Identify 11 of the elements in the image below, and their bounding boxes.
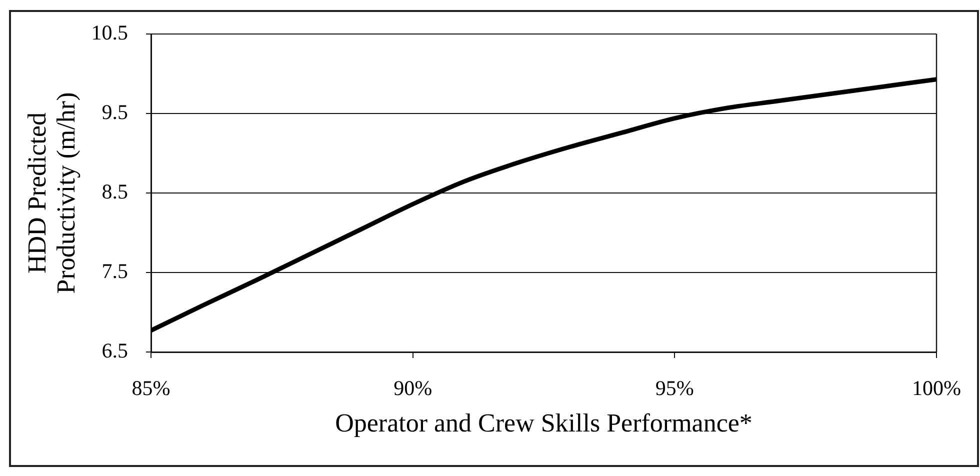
y-tick-label: 9.5 <box>102 100 128 124</box>
y-tick-label: 8.5 <box>102 180 128 204</box>
x-tick-label: 95% <box>655 376 694 400</box>
y-tick-label: 6.5 <box>102 338 128 363</box>
x-tick-label: 90% <box>394 376 432 400</box>
x-tick-label: 85% <box>132 376 170 400</box>
y-axis-title: HDD Predicted Productivity (m/hr) <box>22 92 81 294</box>
x-axis-title: Operator and Crew Skills Performance* <box>335 408 752 438</box>
x-tick-label: 100% <box>912 376 962 400</box>
y-tick-label: 10.5 <box>91 20 128 45</box>
y-tick-label: 7.5 <box>102 259 128 284</box>
